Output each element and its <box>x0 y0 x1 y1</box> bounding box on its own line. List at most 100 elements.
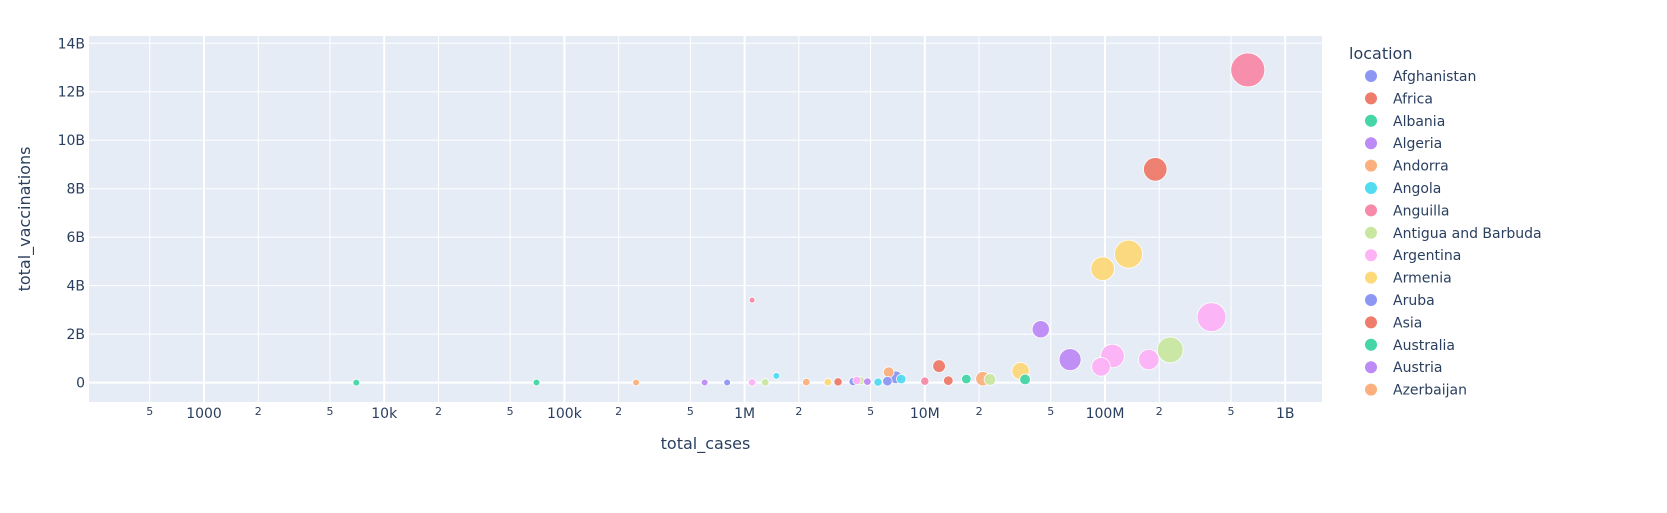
data-point[interactable] <box>1031 320 1050 339</box>
x-tick-label: 5 <box>1047 405 1054 418</box>
x-tick-label: 1B <box>1276 406 1295 422</box>
y-tick-label: 12B <box>58 85 85 101</box>
data-point[interactable] <box>932 359 946 373</box>
y-axis-title: total_vaccinations <box>15 147 35 292</box>
x-tick-label: 100M <box>1086 406 1125 422</box>
legend-label: Armenia <box>1393 271 1452 287</box>
legend-item[interactable]: Africa <box>1365 91 1433 107</box>
legend-item[interactable]: Angola <box>1365 181 1441 197</box>
legend-item[interactable]: Azerbaijan <box>1365 383 1467 399</box>
data-point[interactable] <box>896 373 907 385</box>
legend-title: location <box>1349 44 1412 63</box>
legend-item[interactable]: Andorra <box>1365 159 1449 175</box>
data-point[interactable] <box>1138 348 1160 371</box>
y-tick-label: 6B <box>66 230 85 246</box>
data-point[interactable] <box>920 376 930 386</box>
data-point[interactable] <box>700 378 709 387</box>
legend-label: Austria <box>1393 360 1442 376</box>
legend-label: Algeria <box>1393 136 1442 152</box>
data-point[interactable] <box>961 373 972 385</box>
legend-item[interactable]: Anguilla <box>1365 203 1449 219</box>
data-point[interactable] <box>943 375 954 386</box>
data-point[interactable] <box>352 378 361 387</box>
legend-item[interactable]: Argentina <box>1365 248 1461 264</box>
legend-item[interactable]: Afghanistan <box>1365 69 1476 85</box>
data-point[interactable] <box>1196 302 1227 332</box>
legend-item[interactable]: Armenia <box>1365 271 1452 287</box>
legend-marker <box>1365 70 1377 82</box>
data-point[interactable] <box>882 366 895 378</box>
y-tick-label: 8B <box>66 182 85 198</box>
x-tick-label: 10k <box>371 406 398 422</box>
data-point[interactable] <box>723 378 731 387</box>
data-point[interactable] <box>852 375 862 385</box>
legend-label: Argentina <box>1393 248 1461 264</box>
x-tick-label: 2 <box>795 405 802 418</box>
x-tick-label: 2 <box>255 405 262 418</box>
legend-marker <box>1365 361 1377 374</box>
legend-label: Aruba <box>1393 293 1435 309</box>
y-tick-label: 0 <box>76 376 85 392</box>
legend-marker <box>1365 383 1377 396</box>
legend-label: Africa <box>1393 91 1433 107</box>
legend-item[interactable]: Australia <box>1365 338 1455 354</box>
data-point[interactable] <box>833 377 843 387</box>
x-tick-label: 5 <box>326 405 333 418</box>
data-point[interactable] <box>1114 239 1143 269</box>
legend-marker <box>1365 294 1377 306</box>
legend-label: Anguilla <box>1393 203 1449 219</box>
data-point[interactable] <box>772 372 781 380</box>
data-point[interactable] <box>747 378 757 387</box>
plot-area <box>89 36 1322 402</box>
legend-marker <box>1365 137 1377 150</box>
legend-item[interactable]: Antigua and Barbuda <box>1365 226 1542 242</box>
x-tick-label: 1M <box>734 406 755 422</box>
data-point[interactable] <box>748 296 756 304</box>
x-tick-label: 5 <box>1227 405 1234 418</box>
legend-marker <box>1365 182 1377 194</box>
data-point[interactable] <box>632 378 640 387</box>
data-point[interactable] <box>863 377 872 386</box>
legend-label: Australia <box>1393 338 1455 354</box>
x-tick-label: 2 <box>435 405 442 418</box>
data-point[interactable] <box>1156 336 1184 364</box>
x-tick-label: 5 <box>507 405 514 418</box>
x-tick-label: 2 <box>976 405 983 418</box>
data-point[interactable] <box>823 377 833 387</box>
data-point[interactable] <box>1143 157 1168 182</box>
legend-item[interactable]: Albania <box>1365 114 1445 130</box>
legend-marker <box>1365 92 1377 105</box>
data-point[interactable] <box>760 378 770 387</box>
data-point[interactable] <box>1058 348 1082 372</box>
legend-label: Antigua and Barbuda <box>1393 226 1542 242</box>
legend-item[interactable]: Algeria <box>1365 136 1442 152</box>
data-point[interactable] <box>1019 373 1031 386</box>
legend-marker <box>1365 114 1377 127</box>
legend-label: Albania <box>1393 114 1445 130</box>
y-tick-label: 10B <box>58 133 85 149</box>
x-tick-label: 2 <box>615 405 622 418</box>
y-tick-label: 14B <box>58 36 85 52</box>
legend-label: Angola <box>1393 181 1441 197</box>
legend-marker <box>1365 249 1377 262</box>
data-point[interactable] <box>983 373 997 386</box>
data-point[interactable] <box>873 377 883 387</box>
legend-item[interactable]: Asia <box>1365 315 1422 331</box>
data-point[interactable] <box>1230 52 1266 88</box>
data-point[interactable] <box>802 377 811 387</box>
x-tick-label: 5 <box>687 405 694 418</box>
x-axis-title: total_cases <box>661 434 751 454</box>
legend-item[interactable]: Aruba <box>1365 293 1435 309</box>
data-point[interactable] <box>532 378 541 387</box>
legend-label: Asia <box>1393 315 1422 331</box>
data-point[interactable] <box>1090 256 1115 281</box>
y-tick-label: 4B <box>66 279 85 295</box>
legend-label: Andorra <box>1393 159 1449 175</box>
x-tick-label: 1000 <box>186 406 222 422</box>
legend-marker <box>1365 271 1377 284</box>
legend-item[interactable]: Austria <box>1365 360 1442 376</box>
data-point[interactable] <box>1091 357 1111 377</box>
data-point[interactable] <box>882 375 893 387</box>
